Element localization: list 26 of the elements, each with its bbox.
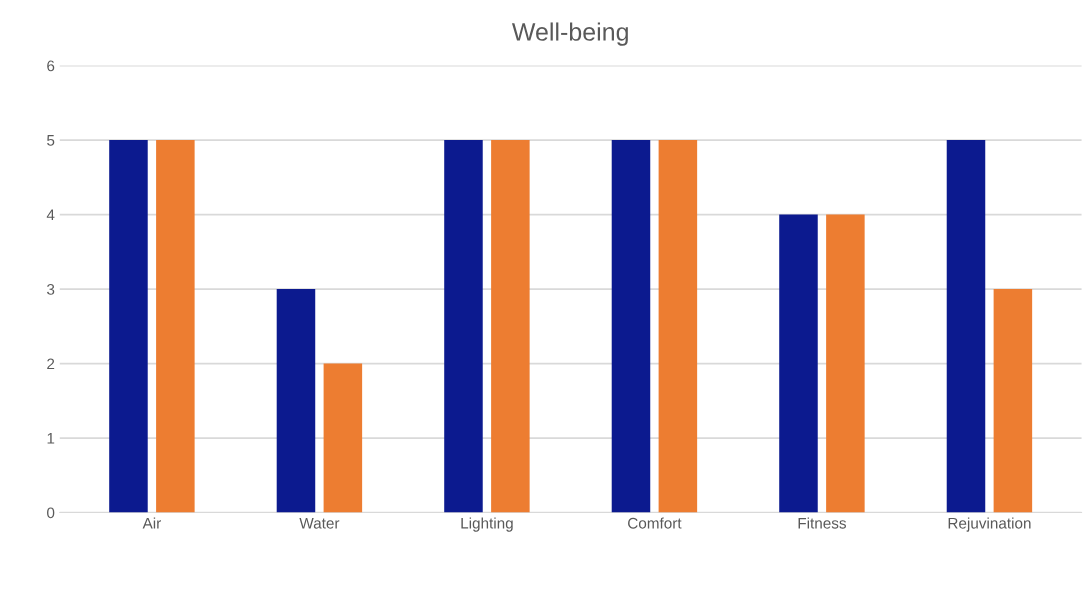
bar [491,140,530,513]
bar [276,289,316,513]
bar [946,140,986,513]
bar [156,140,195,513]
bar [993,289,1033,513]
bar [779,214,818,513]
x-tick-label: Rejuvination [948,517,1031,532]
x-tick-label: Fitness [798,517,846,529]
chart-title: Well-being [511,22,628,46]
x-tick-label: Lighting [461,517,513,532]
bar [323,363,363,513]
y-tick-label: 6 [47,60,55,72]
x-tick-label: Comfort [628,517,682,529]
bar [109,140,148,513]
x-tick-label: Air [142,517,161,529]
bar [826,214,865,513]
bar [444,140,483,513]
y-tick-label: 1 [47,433,55,444]
y-tick-label: 2 [47,358,55,370]
y-tick-label: 5 [47,135,55,146]
x-tick-label: Water [299,517,340,529]
bar [611,140,651,513]
y-tick-label: 4 [46,209,55,221]
y-tick-label: 0 [47,507,55,519]
y-tick-label: 3 [47,283,55,295]
bar [658,140,698,513]
